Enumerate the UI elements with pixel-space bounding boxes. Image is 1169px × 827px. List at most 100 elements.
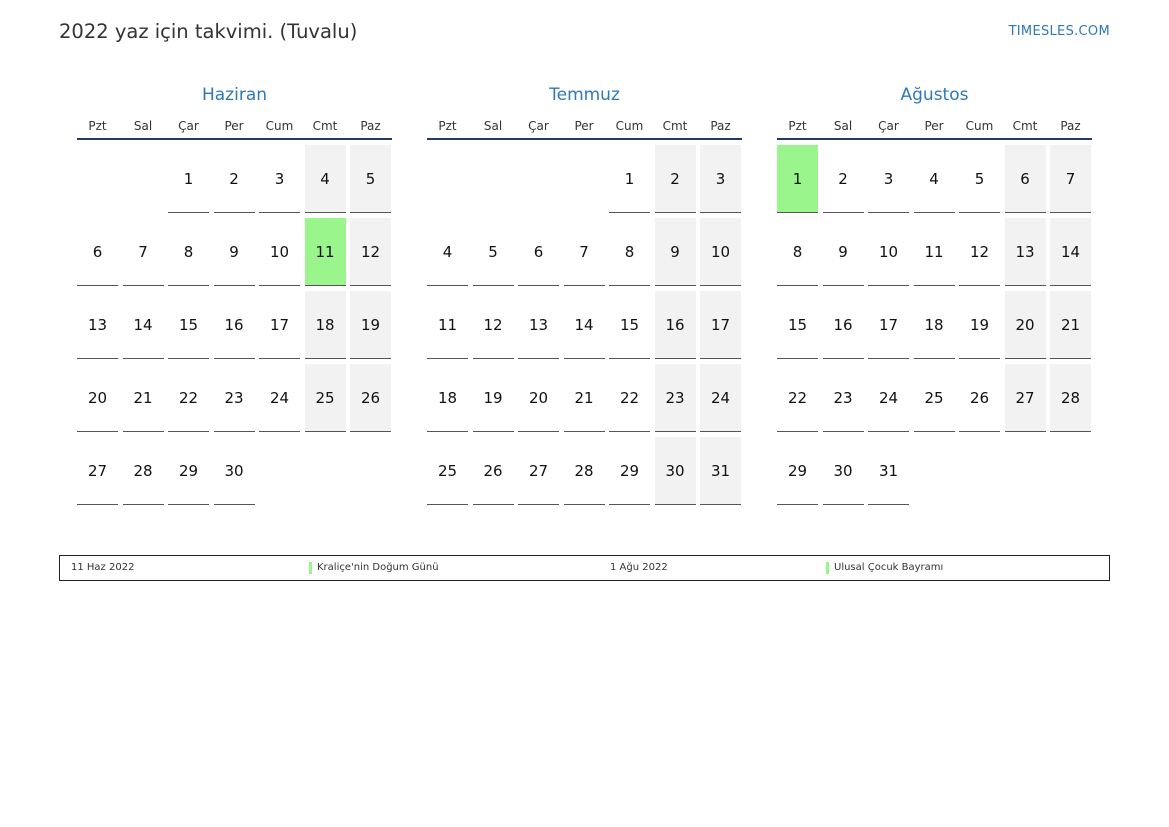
day-cell[interactable]: 6 bbox=[518, 218, 559, 286]
day-cell[interactable]: 4 bbox=[427, 218, 468, 286]
day-cell[interactable]: 19 bbox=[959, 291, 1000, 359]
day-cell[interactable]: 3 bbox=[868, 145, 909, 213]
day-cell[interactable]: 21 bbox=[563, 364, 605, 432]
day-cell[interactable]: 10 bbox=[700, 218, 741, 286]
day-cell[interactable]: 28 bbox=[122, 437, 164, 505]
day-cell[interactable]: 31 bbox=[868, 437, 909, 505]
day-cell[interactable]: 30 bbox=[654, 437, 696, 505]
day-grid: 1 2 3 4 5 6 7 8 9 10 11 12 13 14 15 16 17 18 19 20 21 22 23 24 2… bbox=[427, 145, 742, 505]
day-cell[interactable]: 13 bbox=[1004, 218, 1046, 286]
day-cell[interactable]: 13 bbox=[518, 291, 559, 359]
day-cell[interactable]: 18 bbox=[304, 291, 346, 359]
day-cell[interactable]: 20 bbox=[77, 364, 118, 432]
empty-cell bbox=[959, 437, 1000, 505]
empty-cell bbox=[123, 145, 164, 213]
day-cell[interactable]: 12 bbox=[959, 218, 1000, 286]
day-cell[interactable]: 8 bbox=[168, 218, 209, 286]
day-cell[interactable]: 23 bbox=[822, 364, 864, 432]
day-cell[interactable]: 5 bbox=[350, 145, 391, 213]
day-cell[interactable]: 22 bbox=[609, 364, 650, 432]
day-cell[interactable]: 16 bbox=[822, 291, 864, 359]
day-cell[interactable]: 7 bbox=[563, 218, 605, 286]
day-cell[interactable]: 26 bbox=[959, 364, 1000, 432]
day-cell[interactable]: 11 bbox=[913, 218, 955, 286]
day-cell-holiday[interactable]: 1 bbox=[777, 145, 818, 213]
day-cell[interactable]: 7 bbox=[1050, 145, 1091, 213]
day-cell[interactable]: 29 bbox=[777, 437, 818, 505]
day-cell[interactable]: 26 bbox=[472, 437, 514, 505]
day-cell[interactable]: 12 bbox=[350, 218, 391, 286]
day-cell[interactable]: 19 bbox=[350, 291, 391, 359]
day-cell[interactable]: 6 bbox=[1004, 145, 1046, 213]
day-cell[interactable]: 4 bbox=[304, 145, 346, 213]
day-cell[interactable]: 2 bbox=[213, 145, 255, 213]
day-cell[interactable]: 22 bbox=[777, 364, 818, 432]
day-cell[interactable]: 15 bbox=[609, 291, 650, 359]
day-cell[interactable]: 8 bbox=[777, 218, 818, 286]
day-cell[interactable]: 20 bbox=[1004, 291, 1046, 359]
day-cell[interactable]: 29 bbox=[168, 437, 209, 505]
day-cell-holiday[interactable]: 11 bbox=[304, 218, 346, 286]
day-cell[interactable]: 16 bbox=[654, 291, 696, 359]
day-cell[interactable]: 10 bbox=[868, 218, 909, 286]
day-cell[interactable]: 27 bbox=[1004, 364, 1046, 432]
day-cell[interactable]: 25 bbox=[913, 364, 955, 432]
day-cell[interactable]: 20 bbox=[518, 364, 559, 432]
day-cell[interactable]: 19 bbox=[472, 364, 514, 432]
day-cell[interactable]: 21 bbox=[1050, 291, 1091, 359]
day-cell[interactable]: 9 bbox=[822, 218, 864, 286]
day-cell[interactable]: 9 bbox=[213, 218, 255, 286]
day-cell[interactable]: 21 bbox=[122, 364, 164, 432]
day-cell[interactable]: 1 bbox=[609, 145, 650, 213]
day-cell[interactable]: 15 bbox=[168, 291, 209, 359]
day-cell[interactable]: 3 bbox=[259, 145, 300, 213]
day-cell[interactable]: 26 bbox=[350, 364, 391, 432]
holiday-color-marker bbox=[826, 562, 829, 574]
day-cell[interactable]: 29 bbox=[609, 437, 650, 505]
day-cell[interactable]: 28 bbox=[563, 437, 605, 505]
day-cell[interactable]: 17 bbox=[868, 291, 909, 359]
day-cell[interactable]: 12 bbox=[472, 291, 514, 359]
day-cell[interactable]: 23 bbox=[213, 364, 255, 432]
day-cell[interactable]: 24 bbox=[868, 364, 909, 432]
day-cell[interactable]: 18 bbox=[427, 364, 468, 432]
day-cell[interactable]: 23 bbox=[654, 364, 696, 432]
day-cell[interactable]: 14 bbox=[563, 291, 605, 359]
day-cell[interactable]: 27 bbox=[518, 437, 559, 505]
day-cell[interactable]: 28 bbox=[1050, 364, 1091, 432]
day-cell[interactable]: 24 bbox=[700, 364, 741, 432]
day-cell[interactable]: 9 bbox=[654, 218, 696, 286]
day-cell[interactable]: 30 bbox=[213, 437, 255, 505]
day-cell[interactable]: 16 bbox=[213, 291, 255, 359]
day-cell[interactable]: 14 bbox=[122, 291, 164, 359]
day-cell[interactable]: 27 bbox=[77, 437, 118, 505]
weekday-label: Sal bbox=[483, 119, 503, 133]
day-cell[interactable]: 2 bbox=[822, 145, 864, 213]
day-cell[interactable]: 1 bbox=[168, 145, 209, 213]
day-cell[interactable]: 14 bbox=[1050, 218, 1091, 286]
day-cell[interactable]: 17 bbox=[700, 291, 741, 359]
day-cell[interactable]: 18 bbox=[913, 291, 955, 359]
day-cell[interactable]: 24 bbox=[259, 364, 300, 432]
day-cell[interactable]: 7 bbox=[122, 218, 164, 286]
day-cell[interactable]: 17 bbox=[259, 291, 300, 359]
day-cell[interactable]: 5 bbox=[959, 145, 1000, 213]
day-cell[interactable]: 8 bbox=[609, 218, 650, 286]
day-cell[interactable]: 11 bbox=[427, 291, 468, 359]
day-cell[interactable]: 13 bbox=[77, 291, 118, 359]
empty-cell bbox=[473, 145, 514, 213]
day-cell[interactable]: 4 bbox=[913, 145, 955, 213]
brand-link[interactable]: TIMESLES.COM bbox=[1008, 24, 1110, 39]
day-cell[interactable]: 3 bbox=[700, 145, 741, 213]
day-cell[interactable]: 25 bbox=[427, 437, 468, 505]
day-cell[interactable]: 15 bbox=[777, 291, 818, 359]
day-cell[interactable]: 5 bbox=[472, 218, 514, 286]
day-cell[interactable]: 6 bbox=[77, 218, 118, 286]
day-cell[interactable]: 25 bbox=[304, 364, 346, 432]
day-cell[interactable]: 30 bbox=[822, 437, 864, 505]
day-cell[interactable]: 10 bbox=[259, 218, 300, 286]
day-cell[interactable]: 2 bbox=[654, 145, 696, 213]
day-cell[interactable]: 31 bbox=[700, 437, 741, 505]
day-cell[interactable]: 22 bbox=[168, 364, 209, 432]
